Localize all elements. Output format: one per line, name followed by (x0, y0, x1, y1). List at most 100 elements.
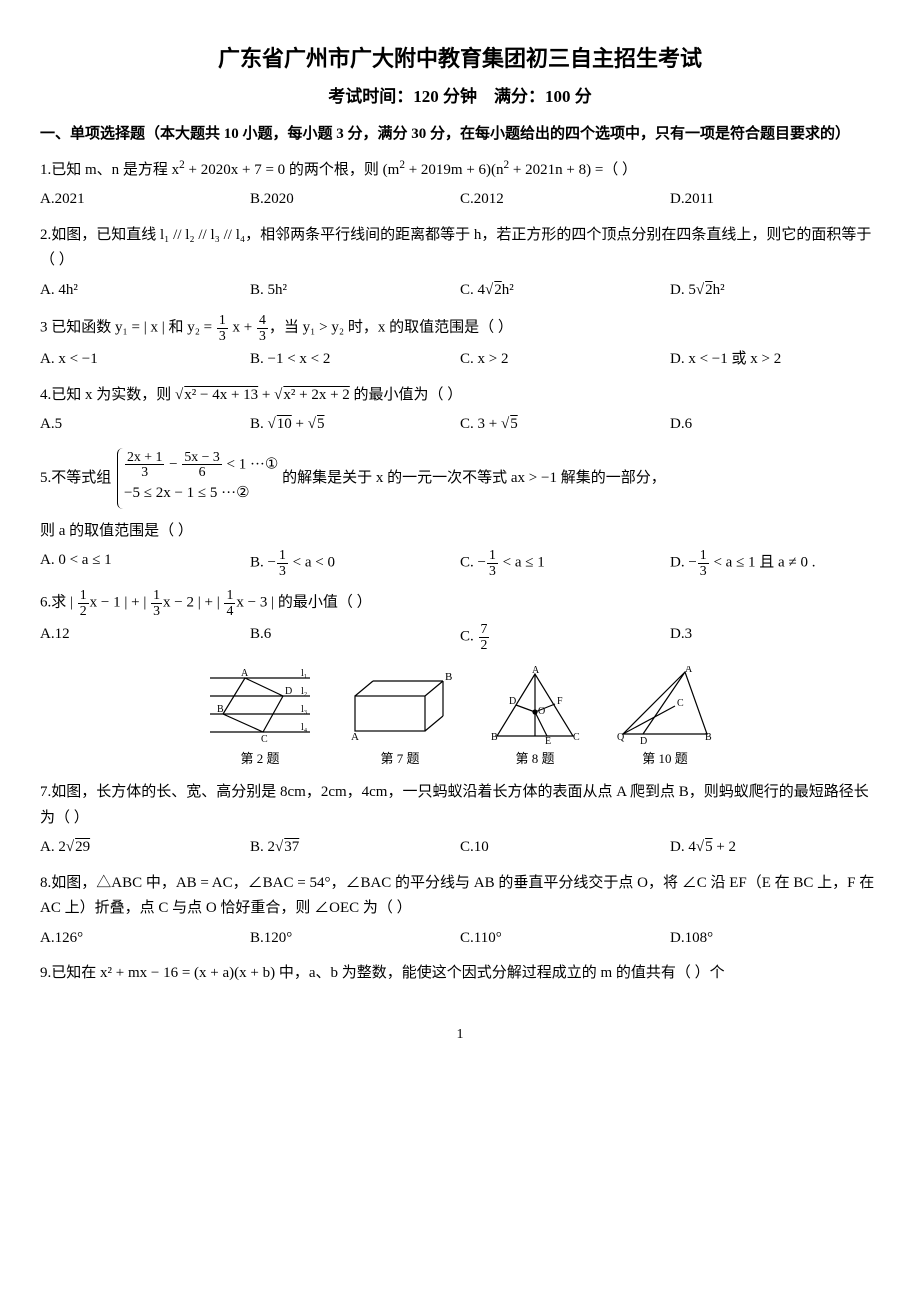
q1-text-b: + 2020x + 7 = 0 的两个根，则 (m (185, 162, 400, 178)
exam-time: 考试时间：120 分钟 (328, 87, 477, 106)
question-2: 2.如图，已知直线 l₁ // l₂ // l₃ // l₄，相邻两条平行线间的… (40, 223, 880, 274)
f8-F: F (557, 696, 563, 707)
q8-opt-a: A.126° (40, 926, 250, 952)
q6-opt-a: A.12 (40, 622, 250, 652)
q6-options: A.12 B.6 C. 72 D.3 (40, 622, 880, 652)
q4-options: A.5 B. √10 + √5 C. 3 + √5 D.6 (40, 412, 880, 438)
q6-opt-c: C. 72 (460, 622, 670, 652)
q1-text-d: + 2021n + 8) =（ ） (509, 162, 637, 178)
figure-7-svg: A B (345, 666, 455, 746)
f2-A: A (241, 668, 249, 679)
q5-opt-c: C. −13 < a ≤ 1 (460, 548, 670, 578)
q6c-1: C. (460, 629, 474, 645)
q4-text-a: 4.已知 x 为实数，则 (40, 387, 175, 403)
q2-opt-c: C. 4√2h² (460, 278, 670, 304)
q3-opt-d: D. x < −1 或 x > 2 (670, 347, 880, 373)
f8-B: B (491, 732, 498, 743)
figure-2-svg: A D B C l₁ l₂ l₃ l₄ (205, 666, 315, 746)
exam-meta: 考试时间：120 分钟 满分：100 分 (40, 83, 880, 112)
question-4: 4.已知 x 为实数，则 √x² − 4x + 13 + √x² + 2x + … (40, 383, 880, 409)
question-6: 6.求 | 12x − 1 | + | 13x − 2 | + | 14x − … (40, 588, 880, 618)
figure-8-svg: A B C O D F E (485, 666, 585, 746)
q5b-2: < a < 0 (289, 555, 335, 571)
q4-text-b: 的最小值为（ ） (350, 387, 463, 403)
f7-A: A (351, 731, 359, 743)
exam-fullscore: 满分：100 分 (494, 87, 592, 106)
q7d-1: D. 4 (670, 839, 696, 855)
page-title: 广东省广州市广大附中教育集团初三自主招生考试 (40, 40, 880, 77)
q6-opt-b: B.6 (250, 622, 460, 652)
f2-l3: l₃ (301, 704, 307, 715)
figure-2-caption: 第 2 题 (240, 751, 279, 766)
q2d-a: D. 5 (670, 282, 696, 298)
q1-options: A.2021 B.2020 C.2012 D.2011 (40, 187, 880, 213)
q8-opt-b: B.120° (250, 926, 460, 952)
f10-Q: Q (617, 732, 625, 743)
figure-7-caption: 第 7 题 (380, 751, 419, 766)
q6-c: x − 2 | + | (163, 595, 223, 611)
q2-options: A. 4h² B. 5h² C. 4√2h² D. 5√2h² (40, 278, 880, 304)
q1-opt-c: C.2012 (460, 187, 670, 213)
q2-opt-a: A. 4h² (40, 278, 250, 304)
q3-opt-b: B. −1 < x < 2 (250, 347, 460, 373)
q1-opt-a: A.2021 (40, 187, 250, 213)
q4b-4: 5 (316, 416, 325, 432)
figure-7: A B 第 7 题 (345, 666, 455, 770)
q8-options: A.126° B.120° C.110° D.108° (40, 926, 880, 952)
q4-opt-d: D.6 (670, 412, 880, 438)
q6-opt-d: D.3 (670, 622, 880, 652)
q5c-2: < a ≤ 1 (499, 555, 545, 571)
q7a-2: 29 (74, 839, 90, 855)
q7d-2: 5 (704, 839, 713, 855)
question-5: 5.不等式组 2x + 13 − 5x − 36 < 1 ···① −5 ≤ 2… (40, 448, 880, 509)
q4b-2: 10 (276, 416, 292, 432)
q4-opt-c: C. 3 + √5 (460, 412, 670, 438)
q2d-b: h² (713, 282, 725, 298)
q7b-2: 37 (283, 839, 299, 855)
q6-b: x − 1 | + | (90, 595, 150, 611)
q7-options: A. 2√29 B. 2√37 C.10 D. 4√5 + 2 (40, 835, 880, 861)
q8-opt-c: C.110° (460, 926, 670, 952)
q7-opt-a: A. 2√29 (40, 835, 250, 861)
f8-A: A (532, 666, 540, 676)
q6-a: 6.求 | (40, 595, 77, 611)
q5d-1: D. − (670, 555, 697, 571)
q2c-a: C. 4 (460, 282, 485, 298)
q7-opt-d: D. 4√5 + 2 (670, 835, 880, 861)
q4c-2: 5 (509, 416, 518, 432)
f8-C: C (573, 732, 580, 743)
q5-options: A. 0 < a ≤ 1 B. −13 < a < 0 C. −13 < a ≤… (40, 548, 880, 578)
q7a-1: A. 2 (40, 839, 66, 855)
question-5b: 则 a 的取值范围是（ ） (40, 519, 880, 545)
f2-C: C (261, 734, 268, 745)
q3-opt-a: A. x < −1 (40, 347, 250, 373)
q5c-1: C. − (460, 555, 486, 571)
f7-B: B (445, 671, 452, 683)
q5-opt-a: A. 0 < a ≤ 1 (40, 548, 250, 578)
question-1: 1.已知 m、n 是方程 x2 + 2020x + 7 = 0 的两个根，则 (… (40, 158, 880, 184)
figure-8: A B C O D F E 第 8 题 (485, 666, 585, 770)
q1-opt-d: D.2011 (670, 187, 880, 213)
q5-l1b: < 1 ···① (223, 456, 279, 472)
q8-opt-d: D.108° (670, 926, 880, 952)
q7-opt-c: C.10 (460, 835, 670, 861)
f8-E: E (545, 736, 551, 746)
f10-C: C (677, 698, 684, 709)
q2c-b: h² (502, 282, 514, 298)
q5-brace: 2x + 13 − 5x − 36 < 1 ···① −5 ≤ 2x − 1 ≤… (117, 448, 278, 509)
f2-l2: l₂ (301, 686, 307, 697)
q4-opt-b: B. √10 + √5 (250, 412, 460, 438)
q1-opt-b: B.2020 (250, 187, 460, 213)
q3-opt-c: C. x > 2 (460, 347, 670, 373)
f2-D: D (285, 686, 292, 697)
q5-text-a: 5.不等式组 (40, 470, 115, 486)
f2-B: B (217, 704, 224, 715)
q4-opt-a: A.5 (40, 412, 250, 438)
question-3: 3 已知函数 y₁ = | x | 和 y₂ = 13 x + 43，当 y₁ … (40, 313, 880, 343)
figure-10-svg: A Q B D C (615, 666, 715, 746)
question-8: 8.如图，△ABC 中，AB = AC，∠BAC = 54°，∠BAC 的平分线… (40, 871, 880, 922)
f10-B: B (705, 732, 712, 743)
figure-2: A D B C l₁ l₂ l₃ l₄ 第 2 题 (205, 666, 315, 770)
question-9: 9.已知在 x² + mx − 16 = (x + a)(x + b) 中，a、… (40, 961, 880, 987)
f2-l1: l₁ (301, 668, 307, 679)
